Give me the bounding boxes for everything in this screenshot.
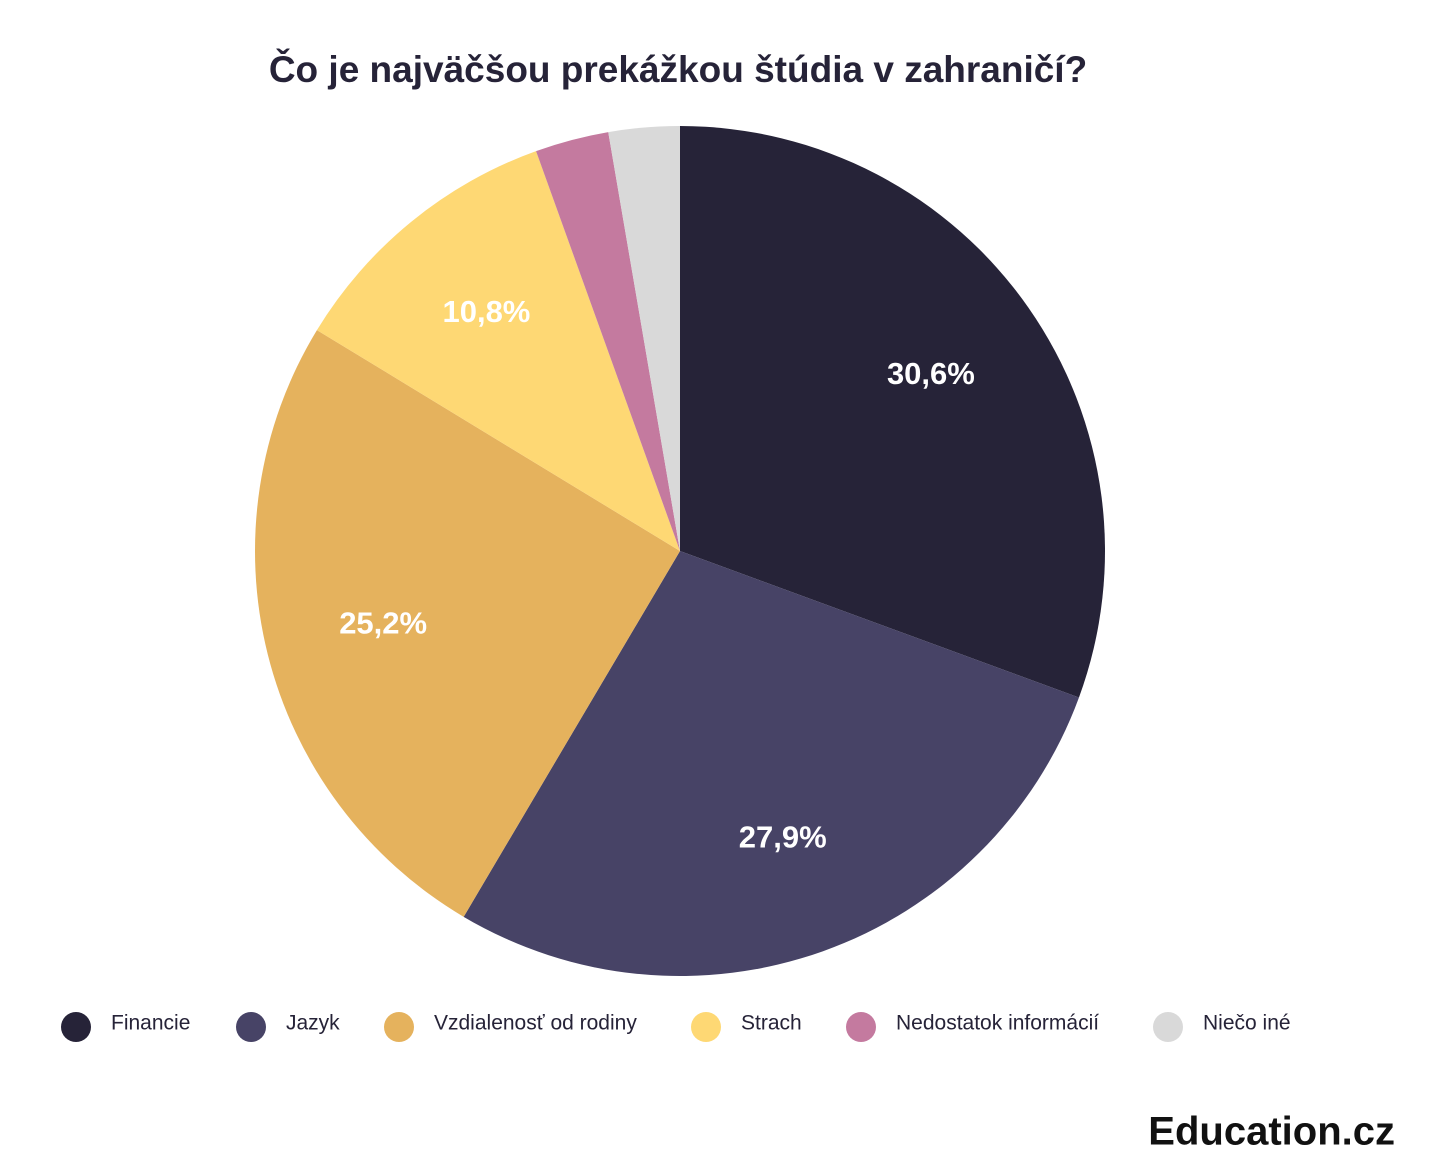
value-label: 25,2% — [339, 605, 427, 640]
value-label: 30,6% — [887, 356, 975, 391]
value-label: 10,8% — [442, 294, 530, 329]
pie-slice — [463, 551, 1079, 976]
legend-marker — [61, 1012, 91, 1042]
legend-label: Vzdialenosť od rodiny — [434, 1012, 637, 1035]
pie-slice — [254, 330, 680, 917]
legend-label: Niečo iné — [1203, 1012, 1291, 1035]
pie-slice — [536, 132, 680, 551]
legend-label: Nedostatok informácií — [896, 1012, 1099, 1035]
legend-marker — [846, 1012, 876, 1042]
logo: Education.cz — [1148, 1110, 1395, 1154]
pie-slice — [316, 151, 680, 551]
pie-slice — [680, 126, 1106, 698]
legend-marker — [691, 1012, 721, 1042]
legend-marker — [384, 1012, 414, 1042]
legend-label: Strach — [741, 1012, 802, 1035]
chart-title: Čo je najväčšou prekážkou štúdia v zahra… — [269, 48, 1087, 90]
pie-slice — [608, 126, 680, 551]
value-label: 27,9% — [739, 819, 827, 854]
legend-marker — [1153, 1012, 1183, 1042]
legend-label: Financie — [111, 1012, 190, 1035]
legend-label: Jazyk — [286, 1012, 340, 1035]
legend-marker — [236, 1012, 266, 1042]
